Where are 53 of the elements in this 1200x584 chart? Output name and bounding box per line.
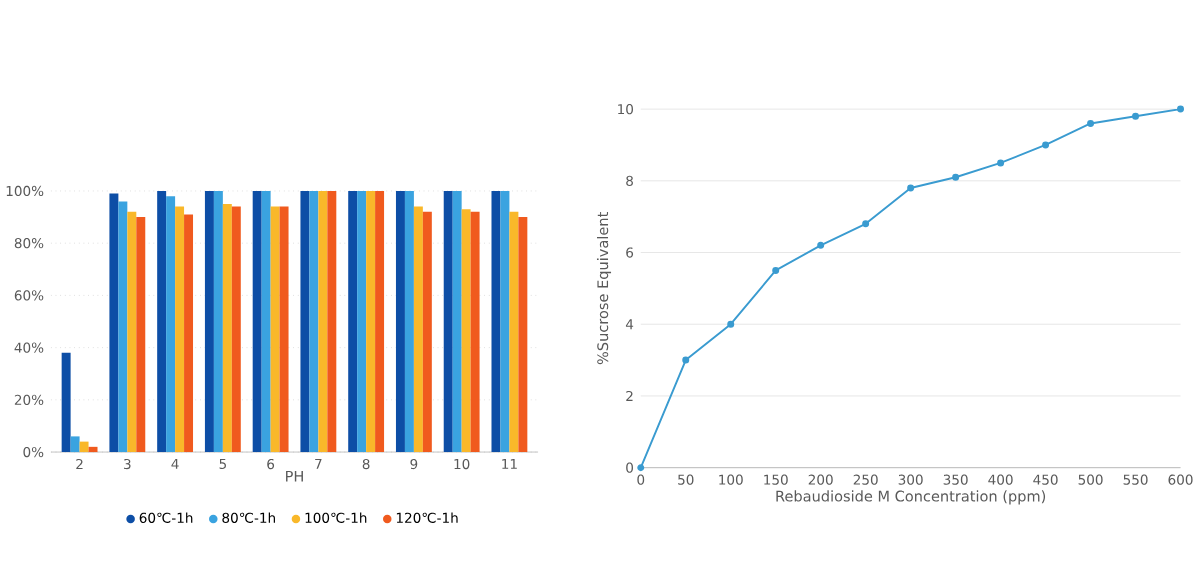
bar	[61, 352, 71, 452]
bar	[309, 190, 319, 452]
bar	[270, 206, 280, 452]
bar	[175, 206, 185, 452]
point	[637, 463, 645, 471]
bar	[252, 190, 262, 452]
point	[862, 220, 870, 228]
bar	[491, 190, 501, 452]
bar	[184, 214, 194, 452]
bar	[261, 190, 271, 452]
bar	[509, 211, 519, 452]
bar	[79, 441, 89, 452]
bar	[413, 206, 423, 452]
point	[907, 184, 915, 192]
bar	[470, 211, 480, 452]
bar	[443, 190, 453, 452]
bar	[357, 190, 367, 452]
bar	[318, 190, 328, 452]
point	[1042, 141, 1050, 149]
bar	[500, 190, 510, 452]
bar	[327, 190, 337, 452]
bar	[300, 190, 310, 452]
bar	[452, 190, 462, 452]
bar	[204, 190, 214, 452]
bar	[422, 211, 432, 452]
bar	[231, 206, 241, 452]
bar	[518, 216, 528, 452]
point	[1087, 119, 1095, 127]
bar	[366, 190, 376, 452]
bar	[127, 211, 137, 452]
bar	[157, 190, 167, 452]
point	[817, 241, 825, 249]
bar	[395, 190, 405, 452]
bar	[404, 190, 414, 452]
point	[727, 320, 735, 328]
bar	[213, 190, 223, 452]
bar	[279, 206, 289, 452]
bar	[348, 190, 358, 452]
bar	[109, 193, 119, 452]
bar	[166, 195, 176, 452]
point	[997, 159, 1005, 167]
bar	[88, 446, 98, 452]
point	[682, 356, 690, 364]
bar	[118, 201, 128, 452]
bar	[136, 216, 146, 452]
bar	[461, 208, 471, 452]
point	[1177, 105, 1185, 113]
bar	[70, 436, 80, 452]
point	[952, 173, 960, 181]
bar	[375, 190, 385, 452]
point	[772, 266, 780, 274]
point	[1132, 112, 1140, 120]
bar	[222, 203, 232, 452]
